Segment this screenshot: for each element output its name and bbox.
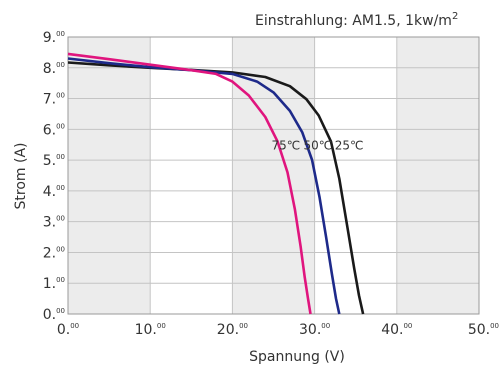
curve-label: 25℃ — [335, 138, 364, 152]
curve-labels: 75℃ 50℃ 25℃ — [271, 138, 363, 152]
y-tick-label: 5.00 — [43, 153, 65, 169]
y-tick-label: 8.00 — [43, 61, 65, 77]
x-tick-label: 30.00 — [299, 322, 330, 338]
shaded-bands — [68, 37, 479, 314]
x-tick-label: 0.00 — [57, 322, 79, 338]
x-tick-label: 50.00 — [468, 322, 499, 338]
y-tick-labels: 0.00 1.00 2.00 3.00 4.00 5.00 6.00 7.00 8.00 9.00 — [43, 30, 65, 323]
irradiance-annotation: Einstrahlung: AM1.5, 1kw/m2 — [255, 11, 458, 29]
x-tick-label: 20.00 — [217, 322, 248, 338]
y-tick-label: 9.00 — [43, 30, 65, 46]
y-axis-title: Strom (A) — [13, 143, 29, 210]
y-tick-label: 6.00 — [43, 122, 65, 138]
shaded-band-1 — [232, 37, 315, 314]
shaded-band-0 — [68, 37, 151, 314]
plot-frame — [67, 36, 480, 315]
curve-label: 75℃ — [271, 138, 300, 152]
shaded-band-2 — [396, 37, 479, 314]
series-lines — [67, 52, 365, 315]
y-tick-label: 1.00 — [43, 276, 65, 292]
y-tick-label: 7.00 — [43, 92, 65, 108]
y-tick-label: 2.00 — [43, 245, 65, 261]
x-tick-label: 40.00 — [381, 322, 412, 338]
y-tick-label: 3.00 — [43, 215, 65, 231]
x-axis-title: Spannung (V) — [249, 349, 345, 365]
series-line-1 — [67, 57, 341, 315]
series-line-2 — [67, 52, 312, 315]
y-tick-label: 0.00 — [43, 307, 65, 323]
x-tick-labels: 0.00 10.00 20.00 30.00 40.00 50.00 — [57, 322, 499, 338]
curve-label: 50℃ — [304, 138, 333, 152]
x-tick-label: 10.00 — [135, 322, 166, 338]
y-tick-label: 4.00 — [43, 184, 65, 200]
